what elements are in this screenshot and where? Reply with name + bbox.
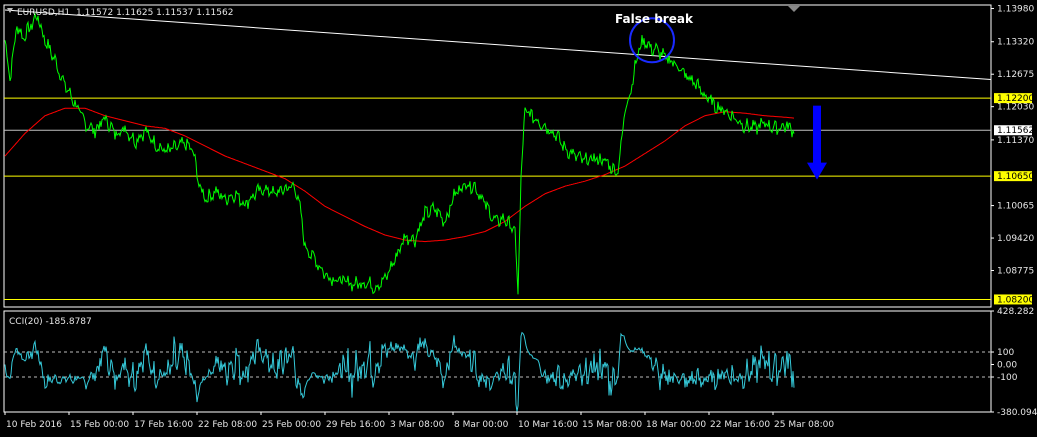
arrow-head [807, 162, 827, 180]
symbol-dropdown-icon[interactable] [7, 8, 13, 13]
time-tick-label: 15 Feb 00:00 [70, 420, 129, 430]
price-tick-label: 1.11370 [997, 136, 1034, 146]
time-tick-label: 8 Mar 00:00 [454, 420, 509, 430]
price-line [4, 11, 795, 295]
moving-average-line [4, 107, 795, 243]
symbol-label: EURUSD,H1 [17, 8, 70, 18]
level-badge-1.08200: 1.08200 [994, 294, 1034, 305]
cci-panel-border [3, 310, 992, 413]
current-price-badge-text: 1.11562 [997, 126, 1034, 136]
time-tick-label: 25 Feb 00:00 [262, 420, 321, 430]
time-tick-label: 17 Feb 16:00 [134, 420, 193, 430]
time-tick-label: 10 Feb 2016 [6, 420, 62, 430]
time-axis: 10 Feb 2016 15 Feb 00:00 17 Feb 16:00 22 Fe… [4, 412, 834, 430]
false-break-label: False break [615, 12, 694, 26]
cci-tick-label: 428.282 [997, 307, 1034, 317]
price-tick-label: 1.08775 [997, 267, 1034, 277]
price-tick-label: 1.12675 [997, 70, 1034, 80]
current-price-badge: 1.11562 [994, 125, 1034, 136]
level-badge-text: 1.10650 [997, 172, 1034, 182]
cci-axis: 428.282 100 0.00 -100 -380.0946 [991, 307, 1037, 418]
cci-tick-label: -100 [997, 373, 1018, 383]
price-axis: 1.13980 1.13320 1.12675 1.12030 1.11370 1.100… [991, 5, 1034, 305]
time-tick-label: 15 Mar 08:00 [582, 420, 642, 430]
ohlc-values: 1.11572 1.11625 1.11537 1.11562 [76, 8, 233, 18]
time-tick-label: 29 Feb 16:00 [326, 420, 385, 430]
level-badge-1.10650: 1.10650 [994, 171, 1034, 182]
cci-tick-label: 0.00 [997, 361, 1017, 371]
time-tick-label: 3 Mar 08:00 [390, 420, 445, 430]
chart-header: EURUSD,H1 1.11572 1.11625 1.11537 1.1156… [7, 8, 233, 18]
price-tick-label: 1.10065 [997, 202, 1034, 212]
level-badge-bg [994, 294, 1032, 305]
price-panel-border [3, 4, 992, 308]
cci-tick-label: -380.0946 [997, 408, 1037, 418]
down-arrow-icon [807, 105, 827, 180]
time-tick-label: 10 Mar 16:00 [518, 420, 578, 430]
time-tick-label: 22 Mar 16:00 [710, 420, 770, 430]
false-break-circle [629, 17, 675, 64]
cci-line [4, 331, 795, 412]
time-tick-label: 25 Mar 08:00 [774, 420, 834, 430]
level-badge-bg [994, 93, 1032, 104]
price-panel: False break 1.13980 1.13320 1.12675 1.12030… [3, 4, 1034, 308]
cci-panel: CCI(20) -185.8787 428.282 100 0.00 -100 -380… [3, 307, 1037, 418]
time-tick-label: 22 Feb 08:00 [198, 420, 257, 430]
level-badge-text: 1.12200 [997, 94, 1034, 104]
current-price-badge-bg [994, 125, 1032, 136]
level-badge-1.12200: 1.12200 [994, 93, 1034, 104]
price-tick-label: 1.12030 [997, 103, 1034, 113]
chart-shift-marker-icon[interactable] [788, 6, 800, 12]
time-tick-label: 18 Mar 00:00 [646, 420, 706, 430]
price-tick-label: 1.13980 [997, 5, 1034, 15]
level-badge-bg [994, 171, 1032, 182]
level-badge-text: 1.08200 [997, 295, 1034, 305]
price-tick-label: 1.09420 [997, 234, 1034, 244]
trendline [4, 9, 992, 81]
price-tick-label: 1.13320 [997, 38, 1034, 48]
arrow-shaft [813, 105, 821, 165]
cci-tick-label: 100 [997, 348, 1014, 358]
cci-title: CCI(20) -185.8787 [9, 317, 92, 327]
